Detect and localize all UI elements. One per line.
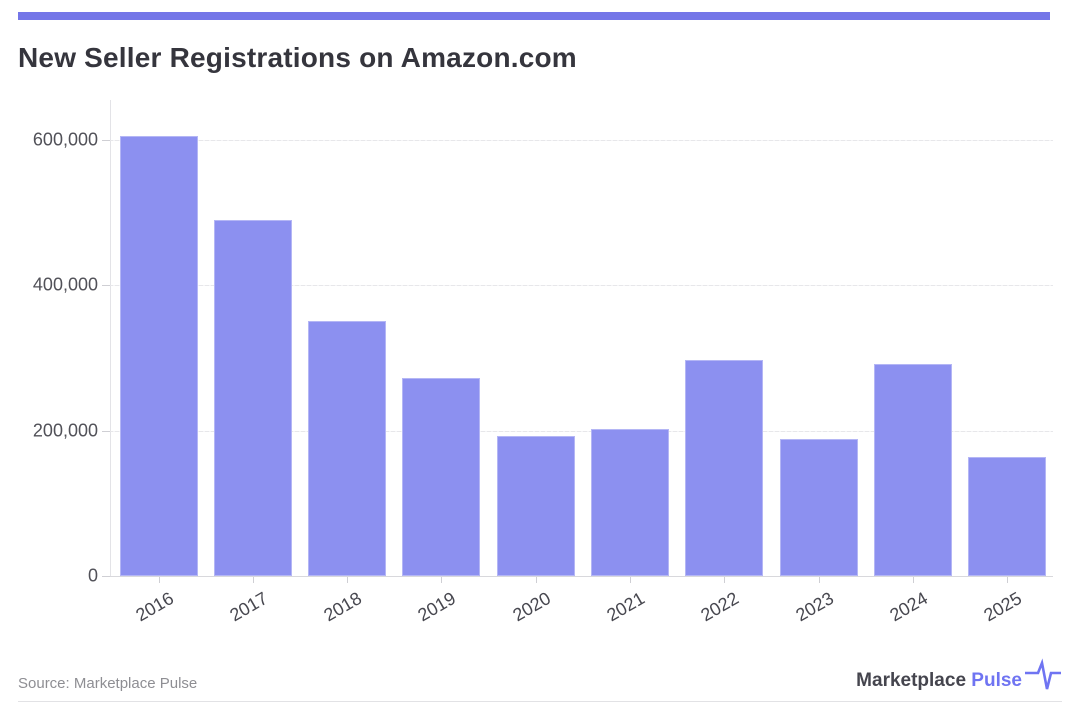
page-title: New Seller Registrations on Amazon.com — [18, 42, 577, 73]
x-tick-2020 — [535, 577, 537, 583]
gridline-400,000 — [103, 285, 1053, 286]
x-axis-label-2021: 2021 — [603, 588, 648, 626]
gridline-600,000 — [103, 139, 1053, 141]
bar-2022 — [685, 360, 764, 576]
x-tick-2023 — [818, 577, 820, 583]
x-axis-label-2017: 2017 — [226, 588, 271, 626]
x-axis-label-2020: 2020 — [509, 588, 554, 626]
x-tick-2019 — [441, 577, 443, 583]
y-tick-0 — [102, 576, 110, 577]
source-note: Source: Marketplace Pulse — [18, 675, 198, 692]
bar-2025 — [968, 457, 1047, 576]
top-accent-bar — [18, 12, 1050, 20]
gridline-200,000 — [103, 430, 1053, 432]
bar-2020 — [496, 436, 575, 576]
y-axis-label-600,000: 600,000 — [32, 129, 98, 149]
x-axis-line — [103, 576, 1053, 577]
bar-2016 — [119, 136, 198, 576]
y-axis-label-400,000: 400,000 — [32, 274, 98, 295]
y-tick-200,000 — [102, 430, 110, 432]
x-axis-label-2018: 2018 — [320, 588, 366, 626]
x-axis-label-2023: 2023 — [791, 588, 837, 626]
y-axis-label-200,000: 200,000 — [32, 420, 98, 440]
x-axis-label-2025: 2025 — [980, 588, 1026, 626]
x-tick-2016 — [158, 577, 160, 583]
y-tick-400,000 — [102, 285, 110, 286]
bar-2024 — [873, 364, 952, 576]
bar-2021 — [591, 429, 669, 576]
y-tick-600,000 — [102, 139, 110, 141]
marketplace-pulse-logo: Marketplace Pulse — [856, 656, 1062, 696]
bar-2017 — [213, 220, 292, 576]
y-axis-label-0: 0 — [87, 565, 98, 586]
logo-brand: Marketplace — [856, 670, 972, 691]
x-tick-2024 — [912, 577, 914, 583]
x-tick-2018 — [347, 577, 349, 583]
x-tick-2025 — [1007, 577, 1009, 583]
y-axis-line — [110, 100, 111, 577]
x-axis-label-2024: 2024 — [886, 588, 931, 626]
x-axis-label-2016: 2016 — [131, 588, 177, 626]
x-tick-2017 — [252, 577, 254, 583]
bar-2019 — [402, 378, 481, 576]
x-tick-2022 — [724, 577, 726, 583]
x-axis-label-2022: 2022 — [697, 588, 743, 626]
x-tick-2021 — [630, 577, 631, 583]
x-axis-label-2019: 2019 — [414, 588, 460, 626]
logo-brand-accent: Pulse — [971, 670, 1022, 691]
bar-2023 — [779, 439, 858, 576]
logo-text: Marketplace Pulse — [856, 671, 1022, 696]
bar-2018 — [308, 321, 387, 576]
footer-divider — [18, 701, 1062, 702]
pulse-icon — [1025, 658, 1061, 690]
